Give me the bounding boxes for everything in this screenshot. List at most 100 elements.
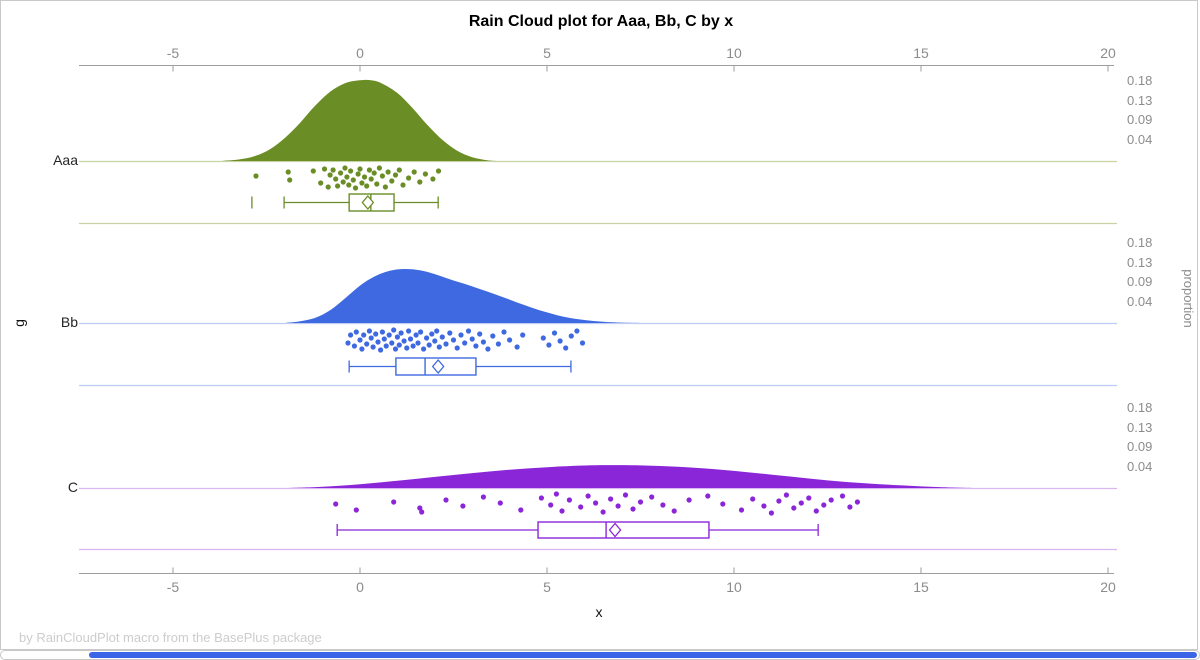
x-axis-tick-label: 15	[913, 45, 929, 61]
scatter-point-c	[813, 508, 819, 514]
scatter-point-c	[417, 505, 423, 511]
scatter-point-aaa	[371, 170, 377, 176]
scatter-point-bb	[375, 339, 381, 345]
scatter-point-c	[854, 499, 861, 505]
scatter-point-aaa	[392, 172, 399, 178]
proportion-tick-label: 0.09	[1127, 112, 1153, 128]
category-label-c: C	[67, 479, 78, 495]
scatter-point-bb	[540, 335, 546, 341]
scatter-point-aaa	[400, 182, 406, 188]
x-axis-tick-label: 20	[1100, 45, 1116, 61]
scatter-point-bb	[432, 338, 438, 344]
scatter-point-c	[585, 493, 591, 499]
scatter-point-bb	[495, 341, 501, 347]
scatter-point-aaa	[325, 184, 331, 190]
scatter-point-bb	[353, 329, 359, 335]
scatter-point-aaa	[340, 179, 346, 185]
scatter-point-bb	[462, 340, 468, 346]
proportion-tick-label: 0.09	[1127, 274, 1153, 290]
scatter-point-bb	[383, 343, 389, 349]
scatter-point-bb	[366, 328, 372, 334]
x-axis-tick-label: 10	[726, 579, 742, 595]
scatter-point-bb	[404, 345, 410, 351]
proportion-tick-label: 0.18	[1127, 400, 1153, 415]
x-axis-tick-label: 15	[913, 579, 929, 595]
scatter-point-bb	[551, 330, 558, 336]
density-curve-bb	[285, 269, 641, 323]
scatter-point-c	[768, 510, 775, 516]
mean-diamond	[608, 522, 622, 538]
horizontal-scrollbar[interactable]	[0, 650, 1200, 660]
scatter-point-bb	[373, 331, 379, 337]
scatter-point-c	[353, 507, 359, 513]
scatter-point-bb	[520, 332, 526, 338]
scatter-point-bb	[546, 342, 552, 348]
page-title: Rain Cloud plot for Aaa, Bb, C by x	[468, 13, 734, 30]
scatter-point-aaa	[406, 175, 412, 181]
scatter-point-c	[518, 507, 524, 513]
density-curve-c	[285, 465, 978, 488]
scatter-point-c	[630, 506, 636, 512]
scatter-point-bb	[480, 339, 486, 345]
proportion-tick-label: 0.18	[1127, 73, 1153, 88]
y-axis-title: g	[10, 319, 27, 327]
scatter-point-bb	[389, 340, 395, 346]
x-axis-tick-label: 5	[543, 45, 551, 61]
scrollbar-thumb[interactable]	[89, 652, 1197, 658]
scatter-point-bb	[370, 344, 376, 350]
scatter-point-bb	[447, 330, 453, 336]
scatter-point-bb	[359, 346, 365, 352]
scatter-point-bb	[514, 344, 520, 350]
scatter-point-bb	[421, 346, 427, 352]
scatter-point-c	[443, 497, 449, 503]
scatter-point-bb	[348, 332, 354, 338]
scatter-point-bb	[415, 340, 421, 346]
category-label-aaa: Aaa	[53, 152, 78, 168]
scatter-point-aaa	[411, 169, 417, 175]
scatter-point-bb	[426, 342, 432, 348]
scatter-point-bb	[434, 328, 440, 334]
scatter-point-bb	[458, 332, 464, 338]
mean-diamond	[431, 358, 445, 375]
proportion-tick-label: 0.04	[1127, 132, 1153, 147]
scatter-point-c	[480, 494, 486, 500]
proportion-tick-label: 0.04	[1127, 459, 1153, 474]
scatter-point-c	[839, 493, 846, 499]
scatter-point-c	[497, 500, 503, 506]
scatter-point-c	[559, 508, 565, 514]
scatter-point-bb	[386, 332, 392, 338]
scatter-point-aaa	[379, 173, 385, 179]
scatter-point-c	[847, 504, 853, 510]
scatter-point-bb	[364, 341, 370, 347]
scatter-point-aaa	[346, 182, 352, 188]
scatter-point-bb	[563, 345, 569, 351]
scatter-point-bb	[410, 343, 416, 349]
scatter-point-aaa	[352, 185, 359, 191]
scatter-point-bb	[398, 330, 404, 336]
scatter-point-c	[660, 502, 666, 508]
scatter-point-bb	[357, 337, 363, 343]
scatter-point-aaa	[330, 167, 336, 173]
scatter-point-c	[600, 509, 606, 515]
proportion-tick-label: 0.04	[1127, 294, 1153, 309]
scatter-point-aaa	[382, 184, 388, 190]
scatter-point-c	[460, 503, 466, 509]
scatter-point-bb	[429, 331, 435, 337]
scatter-point-aaa	[350, 177, 356, 183]
scatter-point-bb	[378, 347, 384, 353]
mean-diamond	[361, 194, 375, 211]
scatter-point-c	[333, 501, 339, 507]
proportion-tick-label: 0.13	[1127, 419, 1153, 435]
scatter-point-aaa	[333, 176, 339, 182]
proportion-tick-label: 0.18	[1127, 235, 1153, 250]
scatter-point-bb	[392, 346, 399, 352]
scatter-point-bb	[379, 329, 385, 335]
scatter-point-aaa	[355, 171, 361, 177]
scatter-point-aaa	[310, 168, 316, 174]
scatter-point-bb	[394, 334, 400, 340]
scatter-point-bb	[490, 333, 496, 339]
x-axis-title: x	[595, 604, 603, 620]
scatter-point-aaa	[285, 169, 291, 175]
